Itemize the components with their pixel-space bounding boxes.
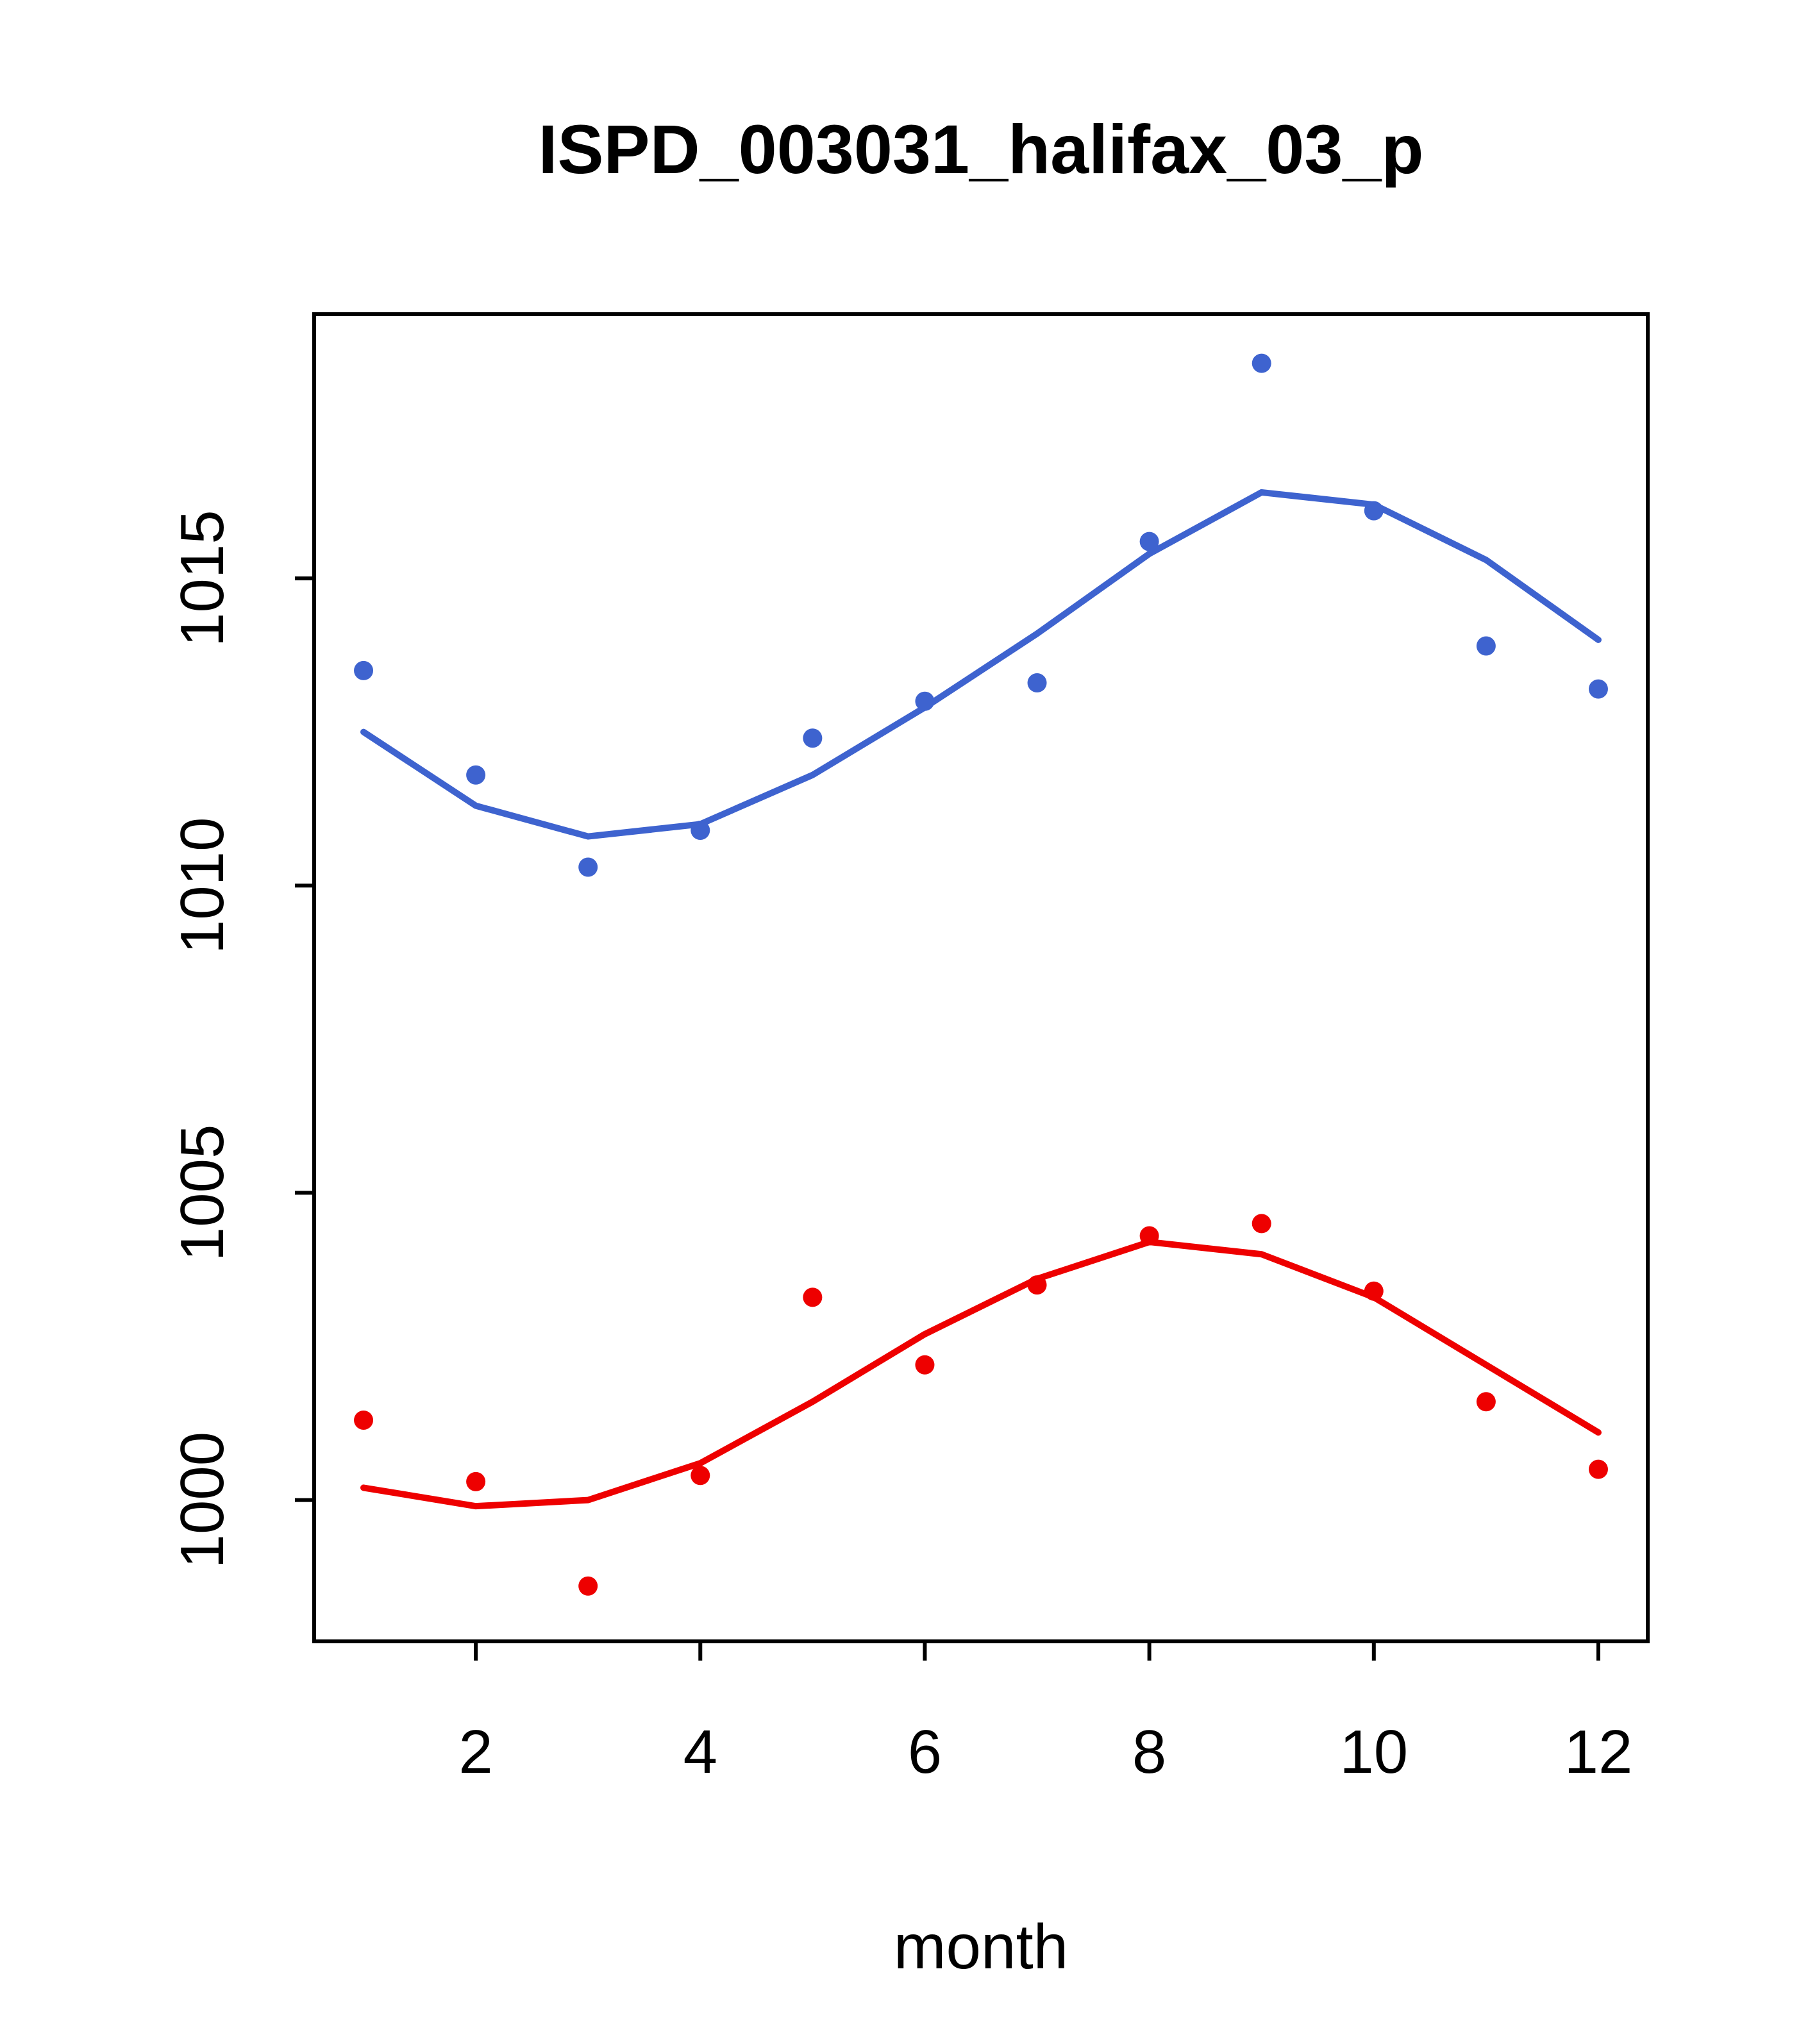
blue-series-point [354, 660, 374, 680]
blue-series-point [1252, 353, 1271, 373]
blue-series-point [1364, 501, 1384, 521]
y-tick-label: 1015 [168, 510, 237, 647]
chart-title: ISPD_003031_halifax_03_p [538, 110, 1424, 188]
y-tick-label: 1000 [168, 1432, 237, 1569]
blue-series-point [915, 691, 935, 711]
blue-series-smooth-line [360, 489, 1602, 840]
red-series-point [915, 1355, 935, 1375]
red-series-point [354, 1411, 374, 1430]
plot-box [312, 312, 1650, 1643]
red-series-point [466, 1471, 486, 1491]
red-series-point [1252, 1214, 1271, 1234]
red-series-point [803, 1287, 823, 1307]
blue-series-point [1139, 532, 1159, 551]
blue-series-point [691, 821, 710, 840]
blue-series-point [1027, 673, 1047, 692]
red-series-point [1027, 1275, 1047, 1295]
red-series-point [1364, 1281, 1384, 1301]
red-series-smooth-line [360, 1239, 1602, 1510]
blue-series-point [1588, 679, 1608, 699]
red-series-point [578, 1576, 598, 1596]
x-axis-label: month [894, 1911, 1068, 1982]
x-tick-label: 12 [1564, 1718, 1633, 1786]
x-tick-label: 4 [683, 1718, 717, 1786]
x-tick-label: 10 [1339, 1718, 1408, 1786]
blue-series-point [466, 765, 486, 785]
blue-series-point [1476, 636, 1496, 656]
red-series-point [691, 1466, 710, 1486]
x-tick-label: 2 [458, 1718, 492, 1786]
x-tick-label: 8 [1132, 1718, 1166, 1786]
blue-series-point [578, 857, 598, 877]
red-series-point [1139, 1226, 1159, 1246]
y-tick-label: 1005 [168, 1125, 237, 1262]
red-series-point [1476, 1392, 1496, 1412]
x-tick-label: 6 [908, 1718, 942, 1786]
blue-series-point [803, 728, 823, 748]
y-tick-label: 1010 [168, 817, 237, 954]
red-series-point [1588, 1459, 1608, 1479]
